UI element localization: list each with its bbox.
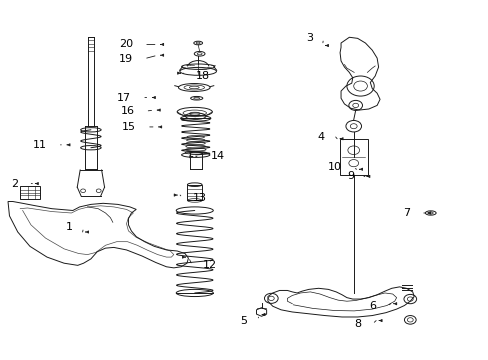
Text: 8: 8	[354, 319, 361, 329]
Text: 17: 17	[117, 93, 131, 103]
Text: 2: 2	[11, 179, 18, 189]
Text: 14: 14	[210, 150, 224, 161]
Text: 9: 9	[346, 171, 353, 181]
Text: 6: 6	[368, 301, 375, 311]
Text: 12: 12	[203, 260, 217, 270]
Text: 5: 5	[240, 316, 246, 325]
Text: 19: 19	[119, 54, 133, 64]
Text: 13: 13	[193, 193, 207, 203]
Text: 7: 7	[402, 208, 409, 218]
Text: 3: 3	[305, 33, 312, 43]
Text: 10: 10	[327, 162, 341, 172]
Text: 18: 18	[195, 71, 209, 81]
Text: 4: 4	[317, 132, 325, 142]
Text: 11: 11	[33, 140, 47, 150]
Text: 20: 20	[119, 40, 133, 49]
Text: 16: 16	[121, 106, 135, 116]
Text: 1: 1	[66, 222, 73, 232]
Text: 15: 15	[122, 122, 136, 132]
